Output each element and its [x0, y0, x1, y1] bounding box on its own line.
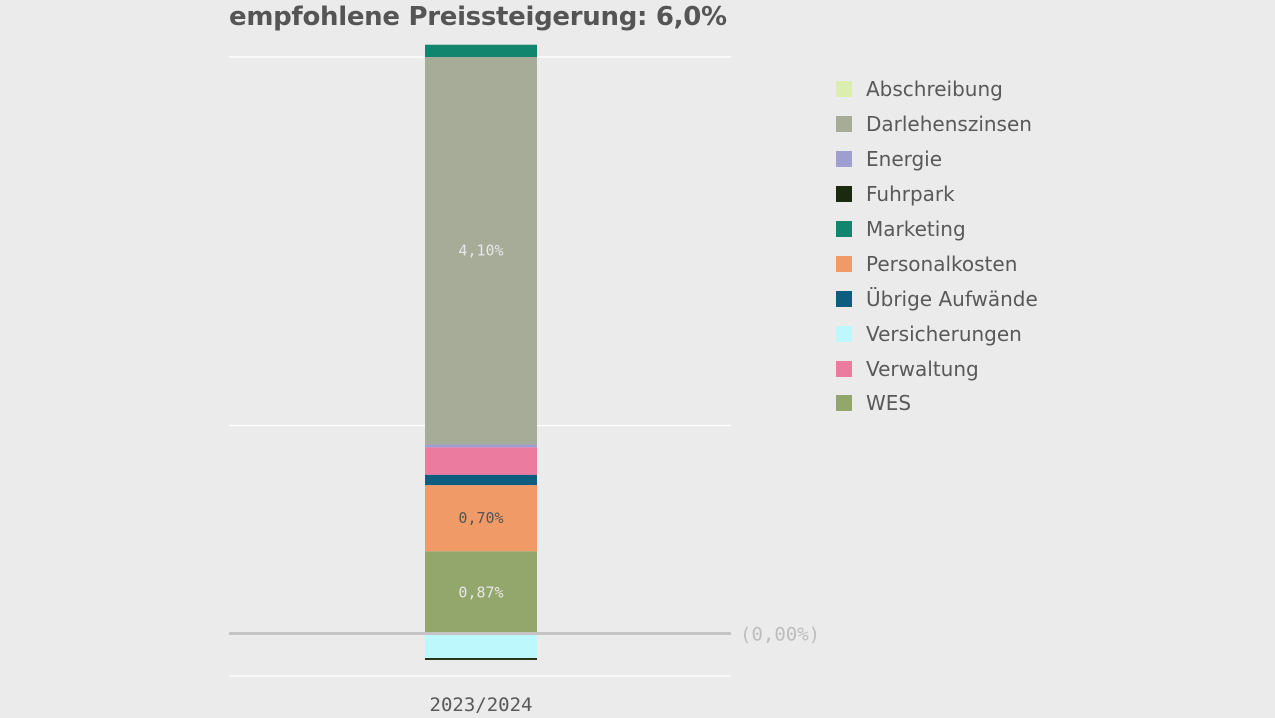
legend-swatch — [836, 186, 852, 203]
bar-segment-wes — [425, 551, 537, 634]
legend-swatch — [836, 325, 852, 342]
chart-title: empfohlene Preissteigerung: 6,0% — [229, 2, 727, 32]
bar-segment-personalkosten — [425, 485, 537, 552]
legend-label: Abschreibung — [866, 77, 1003, 102]
legend-swatch — [836, 81, 852, 98]
legend-label: WES — [866, 391, 912, 416]
legend-item: Übrige Aufwände — [836, 281, 1038, 316]
data-label-wes: 0,87% — [458, 583, 503, 601]
bar-segment-darlehenszinsen — [425, 57, 537, 445]
legend-label: Fuhrpark — [866, 182, 955, 207]
legend-item: Energie — [836, 142, 1038, 177]
legend-item: Versicherungen — [836, 316, 1038, 351]
legend-label: Darlehenszinsen — [866, 112, 1032, 137]
legend-item: Verwaltung — [836, 351, 1038, 386]
legend-label: Energie — [866, 147, 943, 172]
legend-item: WES — [836, 386, 1038, 421]
legend-item: Darlehenszinsen — [836, 107, 1038, 142]
legend-item: Marketing — [836, 212, 1038, 247]
data-label-personalkosten: 0,70% — [458, 509, 503, 527]
bar-segment-energie — [425, 444, 537, 448]
x-tick-label: 2023/2024 — [430, 694, 533, 716]
zero-line-label: (0,00%) — [740, 623, 820, 645]
bar-segment-versicherungen — [425, 633, 537, 659]
legend-label: Marketing — [866, 217, 966, 241]
legend-label: Verwaltung — [866, 356, 979, 381]
legend-swatch — [836, 360, 852, 377]
legend-swatch — [836, 116, 852, 133]
legend: Abschreibung Darlehenszinsen Energie Fuhrpa… — [836, 72, 1038, 421]
legend-swatch — [836, 255, 852, 272]
legend-label: Personalkosten — [866, 251, 1018, 276]
legend-swatch — [836, 395, 852, 412]
legend-label: Übrige Aufwände — [866, 286, 1038, 311]
legend-swatch — [836, 151, 852, 168]
legend-item: Abschreibung — [836, 72, 1038, 107]
bar-segment-verwaltung — [425, 447, 537, 475]
legend-swatch — [836, 221, 852, 237]
legend-label: Versicherungen — [866, 321, 1022, 346]
legend-swatch — [836, 290, 852, 307]
legend-item: Personalkosten — [836, 246, 1038, 281]
legend-item: Fuhrpark — [836, 177, 1038, 212]
bar-segment-fuhrpark — [425, 658, 537, 660]
bar-segment--brige-aufw-nde — [425, 474, 537, 486]
bar-segment-marketing — [425, 44, 537, 57]
data-label-darlehenszinsen: 4,10% — [458, 242, 503, 260]
